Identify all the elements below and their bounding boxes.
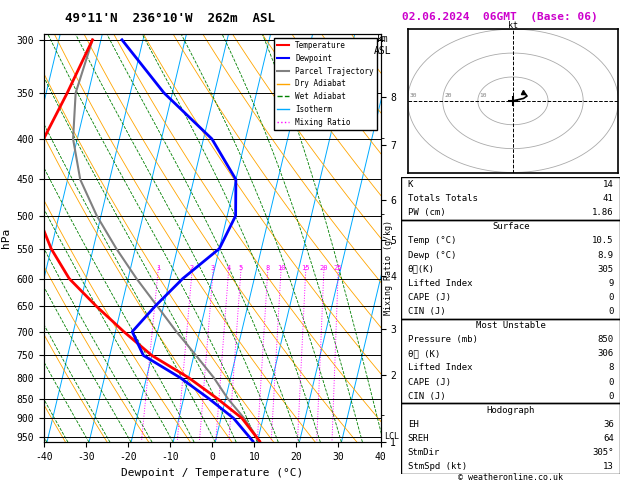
Text: K: K (408, 180, 413, 189)
Text: EH: EH (408, 420, 419, 429)
Text: 64: 64 (603, 434, 614, 443)
Text: 1: 1 (156, 265, 160, 271)
Text: 41: 41 (603, 194, 614, 203)
Text: Surface: Surface (492, 222, 530, 231)
Text: 0: 0 (608, 378, 614, 386)
Text: Lifted Index: Lifted Index (408, 364, 472, 372)
Text: CAPE (J): CAPE (J) (408, 293, 451, 302)
Text: 10: 10 (277, 265, 285, 271)
Text: CIN (J): CIN (J) (408, 307, 445, 316)
Text: 10.5: 10.5 (592, 236, 614, 245)
Bar (401, 220, 620, 318)
Text: 0: 0 (608, 293, 614, 302)
Legend: Temperature, Dewpoint, Parcel Trajectory, Dry Adiabat, Wet Adiabat, Isotherm, Mi: Temperature, Dewpoint, Parcel Trajectory… (274, 38, 377, 130)
Text: 49°11'N  236°10'W  262m  ASL: 49°11'N 236°10'W 262m ASL (65, 12, 275, 25)
Text: 8: 8 (608, 364, 614, 372)
Text: PW (cm): PW (cm) (408, 208, 445, 217)
Text: 3: 3 (211, 265, 215, 271)
Text: 36: 36 (603, 420, 614, 429)
Text: 02.06.2024  06GMT  (Base: 06): 02.06.2024 06GMT (Base: 06) (402, 12, 598, 22)
Text: SREH: SREH (408, 434, 430, 443)
Text: StmSpd (kt): StmSpd (kt) (408, 462, 467, 471)
Text: 1.86: 1.86 (592, 208, 614, 217)
Text: Lifted Index: Lifted Index (408, 279, 472, 288)
Text: 13: 13 (603, 462, 614, 471)
Text: 30: 30 (409, 93, 417, 98)
Text: 8: 8 (265, 265, 270, 271)
Text: LCL: LCL (384, 433, 399, 441)
Bar (401, 318, 620, 403)
Text: 4: 4 (226, 265, 231, 271)
X-axis label: kt: kt (508, 21, 518, 30)
Text: Most Unstable: Most Unstable (476, 321, 546, 330)
Text: Mixing Ratio (g/kg): Mixing Ratio (g/kg) (384, 220, 393, 315)
Text: Pressure (mb): Pressure (mb) (408, 335, 478, 344)
Text: Temp (°C): Temp (°C) (408, 236, 456, 245)
Text: 8.9: 8.9 (598, 251, 614, 260)
Text: θᴄ (K): θᴄ (K) (408, 349, 440, 358)
Text: θᴄ(K): θᴄ(K) (408, 265, 435, 274)
Text: 14: 14 (603, 180, 614, 189)
Text: 0: 0 (608, 307, 614, 316)
Text: 305: 305 (598, 265, 614, 274)
X-axis label: Dewpoint / Temperature (°C): Dewpoint / Temperature (°C) (121, 468, 303, 478)
Text: 9: 9 (608, 279, 614, 288)
Text: Hodograph: Hodograph (487, 406, 535, 415)
Text: Dewp (°C): Dewp (°C) (408, 251, 456, 260)
Text: 20: 20 (320, 265, 328, 271)
Text: 306: 306 (598, 349, 614, 358)
Text: StmDir: StmDir (408, 448, 440, 457)
Text: 2: 2 (190, 265, 194, 271)
Text: 15: 15 (301, 265, 310, 271)
Text: 305°: 305° (592, 448, 614, 457)
Text: 850: 850 (598, 335, 614, 344)
Text: 5: 5 (239, 265, 243, 271)
Text: 0: 0 (608, 392, 614, 400)
Text: CAPE (J): CAPE (J) (408, 378, 451, 386)
Text: © weatheronline.co.uk: © weatheronline.co.uk (459, 473, 563, 482)
Y-axis label: hPa: hPa (1, 228, 11, 248)
Bar (401, 403, 620, 474)
Text: 10: 10 (479, 93, 487, 98)
Text: Totals Totals: Totals Totals (408, 194, 478, 203)
Bar (401, 177, 620, 220)
Text: 25: 25 (334, 265, 342, 271)
Text: km
ASL: km ASL (374, 34, 391, 55)
Text: 20: 20 (445, 93, 452, 98)
Text: CIN (J): CIN (J) (408, 392, 445, 400)
